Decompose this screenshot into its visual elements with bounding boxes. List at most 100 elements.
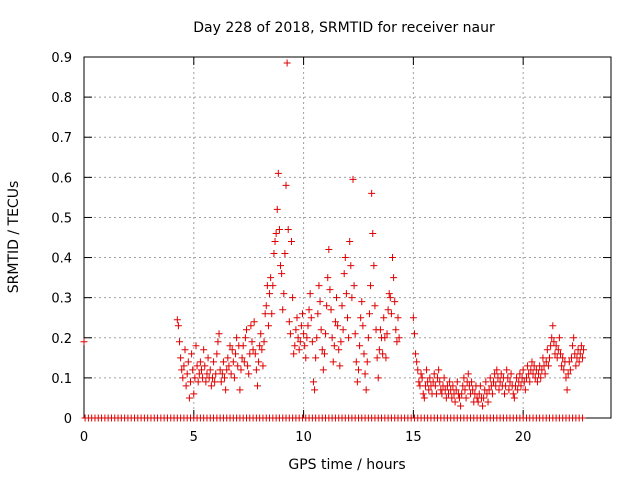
data-point bbox=[438, 390, 446, 398]
data-point bbox=[334, 322, 342, 330]
data-point bbox=[327, 306, 335, 314]
data-point bbox=[320, 350, 328, 358]
data-point bbox=[264, 322, 272, 330]
data-point bbox=[449, 382, 457, 390]
data-point bbox=[425, 386, 433, 394]
data-point bbox=[193, 362, 201, 370]
data-point bbox=[309, 378, 317, 386]
data-point bbox=[252, 366, 260, 374]
data-point bbox=[578, 414, 586, 422]
data-point bbox=[196, 358, 204, 366]
data-point bbox=[277, 262, 285, 270]
data-point bbox=[227, 370, 235, 378]
data-point bbox=[412, 350, 420, 358]
data-point bbox=[242, 326, 250, 334]
data-point bbox=[410, 330, 418, 338]
data-point bbox=[563, 386, 571, 394]
data-point bbox=[173, 316, 181, 324]
data-point bbox=[338, 302, 346, 310]
data-point bbox=[197, 366, 205, 374]
data-point bbox=[289, 294, 297, 302]
data-point bbox=[347, 262, 355, 270]
data-point bbox=[239, 342, 247, 350]
data-point bbox=[486, 374, 494, 382]
data-point bbox=[340, 270, 348, 278]
data-point bbox=[381, 334, 389, 342]
data-point bbox=[462, 394, 470, 402]
data-point bbox=[237, 366, 245, 374]
data-point bbox=[223, 366, 231, 374]
data-point bbox=[385, 290, 393, 298]
data-point bbox=[570, 334, 578, 342]
data-point bbox=[552, 342, 560, 350]
data-point bbox=[248, 338, 256, 346]
data-point bbox=[204, 354, 212, 362]
data-point bbox=[364, 334, 372, 342]
data-point bbox=[290, 350, 298, 358]
data-point bbox=[316, 298, 324, 306]
data-point bbox=[186, 378, 194, 386]
data-point bbox=[363, 358, 371, 366]
data-point bbox=[346, 238, 354, 246]
data-point bbox=[448, 394, 456, 402]
data-point bbox=[491, 370, 499, 378]
data-point bbox=[384, 306, 392, 314]
data-point bbox=[300, 330, 308, 338]
data-point bbox=[480, 394, 488, 402]
data-point bbox=[322, 330, 330, 338]
data-point bbox=[228, 346, 236, 354]
data-point bbox=[189, 366, 197, 374]
data-point bbox=[485, 386, 493, 394]
data-point bbox=[285, 318, 293, 326]
data-point bbox=[183, 370, 191, 378]
data-point bbox=[572, 362, 580, 370]
data-point bbox=[375, 346, 383, 354]
data-point bbox=[256, 342, 264, 350]
y-tick-label: 0.6 bbox=[51, 171, 72, 186]
data-point bbox=[190, 390, 198, 398]
data-point bbox=[376, 326, 384, 334]
data-point bbox=[240, 358, 248, 366]
data-point bbox=[258, 346, 266, 354]
y-tick-label: 0.2 bbox=[51, 332, 72, 347]
data-point bbox=[249, 346, 257, 354]
data-point bbox=[555, 334, 563, 342]
y-tick-label: 0.3 bbox=[51, 292, 72, 307]
data-point bbox=[247, 322, 255, 330]
data-point bbox=[386, 294, 394, 302]
data-point bbox=[550, 338, 558, 346]
data-point bbox=[278, 270, 286, 278]
data-point bbox=[517, 382, 525, 390]
data-point bbox=[484, 398, 492, 406]
data-point bbox=[576, 350, 584, 358]
data-point bbox=[392, 326, 400, 334]
data-point bbox=[330, 342, 338, 350]
data-point bbox=[423, 366, 431, 374]
data-point bbox=[415, 378, 423, 386]
data-point bbox=[558, 362, 566, 370]
data-point bbox=[383, 330, 391, 338]
data-point bbox=[222, 386, 230, 394]
data-point bbox=[409, 314, 417, 322]
data-point bbox=[307, 314, 315, 322]
data-point bbox=[292, 326, 300, 334]
x-tick-label: 10 bbox=[295, 430, 312, 445]
data-point bbox=[504, 374, 512, 382]
data-point bbox=[393, 338, 401, 346]
data-point bbox=[535, 370, 543, 378]
data-point bbox=[514, 386, 522, 394]
data-point bbox=[194, 378, 202, 386]
data-point bbox=[497, 370, 505, 378]
data-point bbox=[229, 358, 237, 366]
data-point bbox=[253, 382, 261, 390]
data-point bbox=[395, 334, 403, 342]
data-point bbox=[218, 370, 226, 378]
data-point bbox=[434, 374, 442, 382]
data-point bbox=[528, 358, 536, 366]
data-point bbox=[295, 346, 303, 354]
data-point bbox=[182, 382, 190, 390]
data-point bbox=[210, 358, 218, 366]
data-point bbox=[420, 394, 428, 402]
data-point bbox=[493, 366, 501, 374]
data-point bbox=[502, 382, 510, 390]
